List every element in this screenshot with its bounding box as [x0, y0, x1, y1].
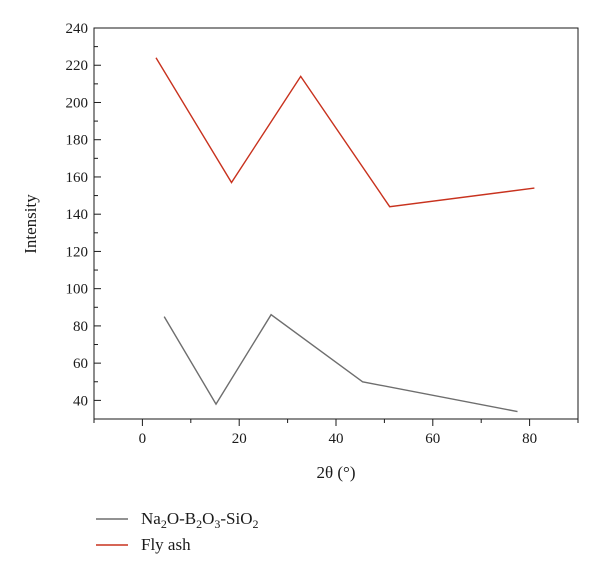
y-tick-label: 220: [66, 58, 89, 74]
y-tick-label: 140: [66, 207, 89, 223]
x-tick-label: 80: [522, 431, 537, 447]
legend-label: Na2O-B2O3-SiO2: [141, 509, 259, 531]
series-line-1: [163, 313, 518, 413]
x-axis: 0 20 40 60 80: [93, 419, 579, 447]
y-tick-label: 120: [66, 244, 89, 260]
x-tick-label: 60: [425, 431, 440, 447]
y-tick-label: 160: [66, 170, 89, 186]
legend-label: Fly ash: [141, 535, 191, 554]
x-tick-label: 20: [232, 431, 247, 447]
y-tick-label: 240: [66, 21, 89, 37]
y-axis-title: Intensity: [21, 194, 40, 254]
y-tick-label: 200: [66, 95, 89, 111]
plot-area-frame: [93, 27, 579, 420]
x-tick-label: 0: [139, 431, 147, 447]
plot-series: [155, 57, 535, 413]
legend: Na2O-B2O3-SiO2 Fly ash: [96, 509, 259, 554]
y-tick-label: 60: [73, 356, 88, 372]
x-tick-label: 40: [329, 431, 344, 447]
y-tick-label: 100: [66, 282, 89, 298]
y-tick-label: 40: [73, 393, 88, 409]
y-tick-label: 80: [73, 319, 88, 335]
y-tick-label: 180: [66, 133, 89, 149]
series-line-2: [155, 57, 535, 208]
y-axis: 40 60 80 100 120 140 160 180 200 220 240: [66, 21, 101, 409]
x-axis-title: 2θ (°): [316, 463, 355, 482]
